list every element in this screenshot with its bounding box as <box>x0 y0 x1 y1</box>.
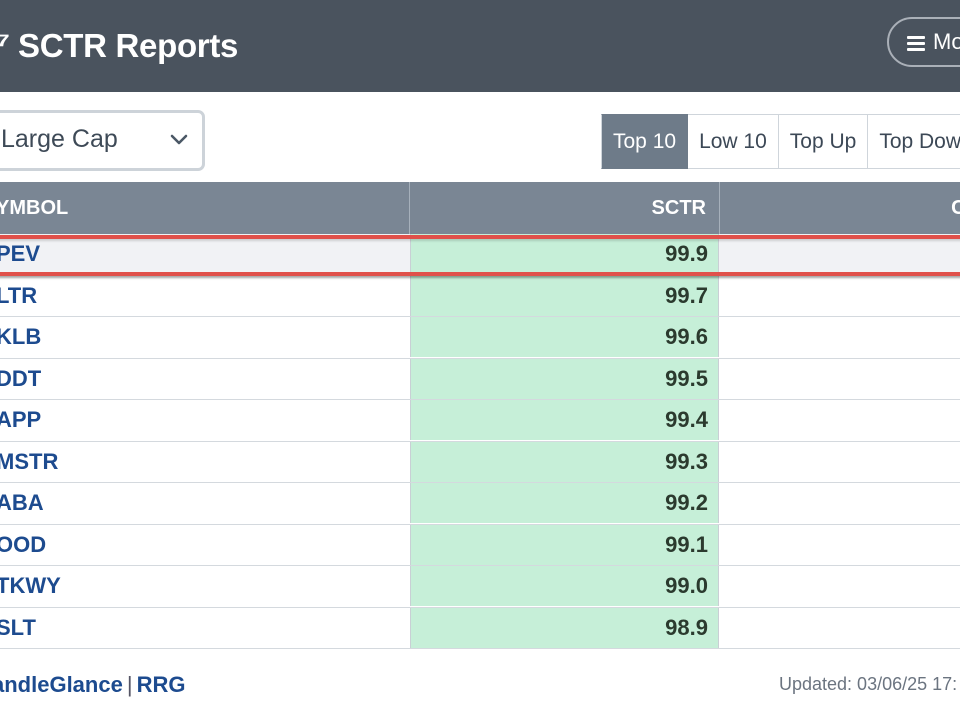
tab-low-10[interactable]: Low 10 <box>688 114 779 169</box>
table-row[interactable]: SLT 98.9+0 <box>0 607 960 649</box>
updated-timestamp: Updated: 03/06/25 17: <box>779 674 958 694</box>
table-row[interactable]: OOD 99.1-0 <box>0 524 960 566</box>
footer-links: andleGlance | RRG <box>0 672 185 698</box>
column-header-change[interactable]: CH <box>951 197 960 219</box>
symbol-link[interactable]: DDT <box>0 365 42 391</box>
change-value: +0 <box>720 359 960 399</box>
report-tabs: Top 10 Low 10 Top Up Top Dow <box>601 114 960 169</box>
column-header-sctr[interactable]: SCTR <box>651 197 706 219</box>
table-row[interactable]: MSTR 99.3+0 <box>0 441 960 483</box>
table-row[interactable]: PEV 99.9+0 <box>0 234 960 276</box>
sctr-value: 99.6 <box>410 317 719 357</box>
top-header: ⁷ SCTR Reports Mo <box>0 0 960 92</box>
table-header: YMBOL SCTR CH <box>0 182 960 234</box>
column-divider <box>409 182 410 234</box>
menu-button-label: Mo <box>933 29 960 54</box>
tab-top-dow[interactable]: Top Dow <box>868 114 960 169</box>
change-value: -0 <box>720 525 960 565</box>
sctr-value: 99.3 <box>410 441 719 482</box>
sctr-table: YMBOL SCTR CH PEV99.9+0LTR99.7+0KLB99.6+… <box>0 182 960 649</box>
symbol-link[interactable]: APP <box>0 407 42 432</box>
logo-icon: ⁷ <box>0 25 11 63</box>
tab-top-10[interactable]: Top 10 <box>601 114 689 169</box>
menu-button[interactable]: Mo <box>887 17 960 67</box>
chevron-down-icon <box>170 134 188 145</box>
symbol-link[interactable]: PEV <box>0 241 41 266</box>
change-value: 0 <box>720 566 960 606</box>
sctr-value: 99.9 <box>410 234 719 274</box>
change-value: -0 <box>720 400 960 440</box>
rrg-link[interactable]: RRG <box>136 672 186 697</box>
universe-select-value: Large Cap <box>1 125 118 153</box>
table-row[interactable]: DDT 99.5+0 <box>0 358 960 400</box>
symbol-link[interactable]: OOD <box>0 531 47 557</box>
change-value: +0 <box>720 442 960 482</box>
symbol-link[interactable]: KLB <box>0 324 42 349</box>
column-header-symbol[interactable]: YMBOL <box>0 197 69 219</box>
sctr-value: 99.4 <box>410 400 719 440</box>
change-value: +0 <box>720 234 960 274</box>
footer-separator: | <box>126 672 133 697</box>
symbol-link[interactable]: LTR <box>0 282 38 308</box>
change-value: +0 <box>720 483 960 523</box>
table-row[interactable]: LTR 99.7+0 <box>0 275 960 317</box>
table-row[interactable]: KLB 99.6+0 <box>0 317 960 359</box>
sctr-value: 99.0 <box>410 566 719 606</box>
symbol-link[interactable]: SLT <box>0 614 36 640</box>
universe-select[interactable]: Large Cap <box>0 110 205 171</box>
symbol-link[interactable]: ABA <box>0 490 44 515</box>
change-value: +0 <box>720 317 960 357</box>
page-title: SCTR Reports <box>18 27 239 64</box>
candleglance-link[interactable]: andleGlance <box>0 672 123 697</box>
sctr-value: 99.5 <box>410 358 719 399</box>
symbol-link[interactable]: TKWY <box>0 573 61 598</box>
change-value: +0 <box>720 608 960 648</box>
tab-top-up[interactable]: Top Up <box>778 114 869 169</box>
table-body: PEV99.9+0LTR99.7+0KLB99.6+0DDT99.5+0APP9… <box>0 234 960 649</box>
symbol-link[interactable]: MSTR <box>0 448 59 474</box>
sctr-value: 99.1 <box>410 524 719 565</box>
table-row[interactable]: TKWY 99.00 <box>0 566 960 608</box>
sctr-value: 99.2 <box>410 483 719 523</box>
change-value: +0 <box>720 276 960 316</box>
sctr-value: 98.9 <box>410 607 719 648</box>
sctr-value: 99.7 <box>410 275 719 316</box>
table-row[interactable]: APP 99.4-0 <box>0 400 960 442</box>
table-row[interactable]: ABA 99.2+0 <box>0 483 960 525</box>
hamburger-icon <box>907 33 925 54</box>
column-divider <box>719 182 720 234</box>
